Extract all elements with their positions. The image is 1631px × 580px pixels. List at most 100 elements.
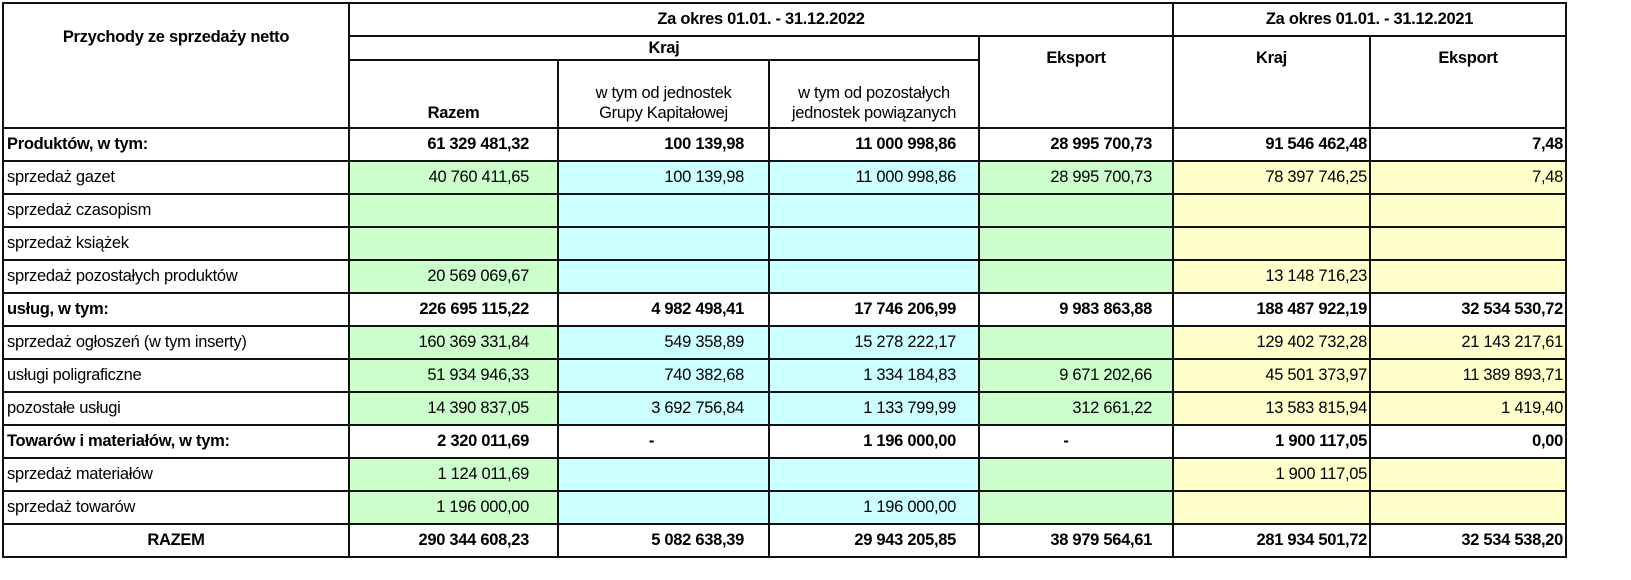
value-cell <box>978 259 1174 294</box>
grupa-header: w tym od jednostek Grupy Kapitałowej <box>557 59 770 129</box>
table-row: sprzedaż towarów 1 196 000,00 1 196 000,00 <box>2 490 1567 525</box>
row-label: sprzedaż materiałów <box>2 457 350 492</box>
value-cell: 13 583 815,94 <box>1172 391 1371 426</box>
value-cell: 29 943 205,85 <box>768 523 980 558</box>
value-cell: 226 695 115,22 <box>348 292 559 327</box>
row-label: sprzedaż pozostałych produktów <box>2 259 350 294</box>
value-cell: 290 344 608,23 <box>348 523 559 558</box>
value-cell: 28 995 700,73 <box>978 127 1174 162</box>
value-cell <box>768 226 980 261</box>
value-cell: 0,00 <box>1369 424 1567 459</box>
value-cell: 32 534 530,72 <box>1369 292 1567 327</box>
value-cell <box>768 193 980 228</box>
value-cell: 4 982 498,41 <box>557 292 770 327</box>
table-row: usług, w tym: 226 695 115,22 4 982 498,41 1… <box>2 292 1567 327</box>
powiazane-header: w tym od pozostałych jednostek powiązany… <box>768 59 980 129</box>
value-cell: 15 278 222,17 <box>768 325 980 360</box>
table-row: usługi poligraficzne 51 934 946,33 740 382… <box>2 358 1567 393</box>
revenue-table: Przychody ze sprzedaży netto Za okres 01… <box>2 2 1567 558</box>
table-row: sprzedaż książek <box>2 226 1567 261</box>
row-label: sprzedaż ogłoszeń (w tym inserty) <box>2 325 350 360</box>
value-cell: 7,48 <box>1369 127 1567 162</box>
value-cell <box>1172 226 1371 261</box>
row-label: usług, w tym: <box>2 292 350 327</box>
row-label: Towarów i materiałów, w tym: <box>2 424 350 459</box>
razem-header: Razem <box>348 59 559 129</box>
value-cell <box>348 226 559 261</box>
eksport-2021-header: Eksport <box>1369 35 1567 129</box>
value-cell: 1 124 011,69 <box>348 457 559 492</box>
value-cell: 1 334 184,83 <box>768 358 980 393</box>
row-label: Produktów, w tym: <box>2 127 350 162</box>
kraj-2022-header: Kraj <box>348 35 980 61</box>
value-cell: 9 983 863,88 <box>978 292 1174 327</box>
value-cell: 740 382,68 <box>557 358 770 393</box>
value-cell <box>978 490 1174 525</box>
value-cell <box>1369 226 1567 261</box>
value-cell: 38 979 564,61 <box>978 523 1174 558</box>
table-row: sprzedaż materiałów 1 124 011,69 1 900 117… <box>2 457 1567 492</box>
table-row: Towarów i materiałów, w tym: 2 320 011,69… <box>2 424 1567 459</box>
value-cell <box>557 226 770 261</box>
value-cell: 7,48 <box>1369 160 1567 195</box>
value-cell <box>348 193 559 228</box>
value-cell: 100 139,98 <box>557 127 770 162</box>
value-cell <box>1369 259 1567 294</box>
value-cell: 1 196 000,00 <box>768 424 980 459</box>
value-cell: 78 397 746,25 <box>1172 160 1371 195</box>
value-cell: 5 082 638,39 <box>557 523 770 558</box>
title-header: Przychody ze sprzedaży netto <box>2 2 350 129</box>
value-cell <box>1369 193 1567 228</box>
value-cell: 160 369 331,84 <box>348 325 559 360</box>
kraj-2021-header: Kraj <box>1172 35 1371 129</box>
value-cell: 1 419,40 <box>1369 391 1567 426</box>
value-cell: 51 934 946,33 <box>348 358 559 393</box>
value-cell: 100 139,98 <box>557 160 770 195</box>
table-row: RAZEM 290 344 608,23 5 082 638,39 29 943 20… <box>2 523 1567 558</box>
value-cell: 129 402 732,28 <box>1172 325 1371 360</box>
value-cell: 11 000 998,86 <box>768 160 980 195</box>
value-cell: 188 487 922,19 <box>1172 292 1371 327</box>
value-cell: 91 546 462,48 <box>1172 127 1371 162</box>
value-cell: 3 692 756,84 <box>557 391 770 426</box>
value-cell: 11 389 893,71 <box>1369 358 1567 393</box>
row-label: usługi poligraficzne <box>2 358 350 393</box>
table-row: sprzedaż pozostałych produktów 20 569 069… <box>2 259 1567 294</box>
value-cell: 45 501 373,97 <box>1172 358 1371 393</box>
value-cell: 13 148 716,23 <box>1172 259 1371 294</box>
row-label: sprzedaż towarów <box>2 490 350 525</box>
value-cell: 281 934 501,72 <box>1172 523 1371 558</box>
value-cell <box>978 457 1174 492</box>
table-row: sprzedaż ogłoszeń (w tym inserty) 160 369… <box>2 325 1567 360</box>
value-cell: 11 000 998,86 <box>768 127 980 162</box>
period-2021-header: Za okres 01.01. - 31.12.2021 <box>1172 2 1567 37</box>
row-label: sprzedaż czasopism <box>2 193 350 228</box>
row-label: pozostałe usługi <box>2 391 350 426</box>
value-cell <box>1369 457 1567 492</box>
table-row: pozostałe usługi 14 390 837,05 3 692 756,8… <box>2 391 1567 426</box>
table-row: sprzedaż czasopism <box>2 193 1567 228</box>
value-cell <box>768 259 980 294</box>
row-label: RAZEM <box>2 523 350 558</box>
value-cell: 61 329 481,32 <box>348 127 559 162</box>
value-cell: 1 196 000,00 <box>348 490 559 525</box>
value-cell <box>557 193 770 228</box>
value-cell: 28 995 700,73 <box>978 160 1174 195</box>
row-label: sprzedaż gazet <box>2 160 350 195</box>
value-cell: 549 358,89 <box>557 325 770 360</box>
value-cell: 9 671 202,66 <box>978 358 1174 393</box>
value-cell: 312 661,22 <box>978 391 1174 426</box>
value-cell <box>557 259 770 294</box>
value-cell <box>978 325 1174 360</box>
value-cell <box>1172 490 1371 525</box>
value-cell <box>978 193 1174 228</box>
value-cell <box>1172 193 1371 228</box>
value-cell <box>557 457 770 492</box>
value-cell: - <box>557 424 770 459</box>
value-cell: 2 320 011,69 <box>348 424 559 459</box>
eksport-2022-header: Eksport <box>978 35 1174 129</box>
value-cell <box>1369 490 1567 525</box>
row-label: sprzedaż książek <box>2 226 350 261</box>
value-cell: 32 534 538,20 <box>1369 523 1567 558</box>
value-cell: 1 900 117,05 <box>1172 424 1371 459</box>
